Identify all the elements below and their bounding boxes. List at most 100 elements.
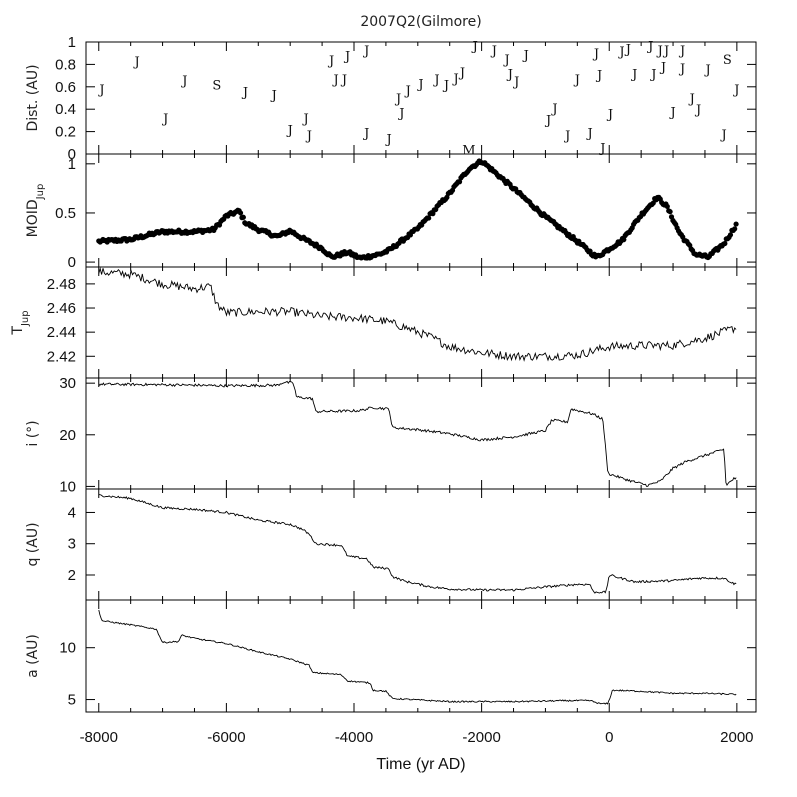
moid-point bbox=[456, 179, 463, 185]
encounter-marker: J bbox=[471, 39, 478, 54]
y-tick-label: 2.46 bbox=[47, 300, 76, 317]
encounter-marker: J bbox=[506, 67, 513, 82]
y-tick-label: 2.48 bbox=[47, 276, 76, 293]
y-axis-label-subscript: Jup bbox=[35, 184, 46, 201]
y-tick-label: 0 bbox=[68, 254, 76, 271]
panel-frame-dist bbox=[85, 41, 757, 155]
encounter-marker: J bbox=[606, 108, 613, 123]
encounter-marker: J bbox=[624, 43, 631, 58]
y-tick-label: 0.5 bbox=[55, 205, 76, 222]
encounter-marker: J bbox=[327, 54, 334, 69]
encounter-marker: J bbox=[305, 129, 312, 144]
moid-dots bbox=[96, 158, 739, 261]
encounter-marker: J bbox=[704, 63, 711, 78]
moid-point bbox=[444, 194, 450, 200]
x-tick-label: -8000 bbox=[80, 729, 118, 746]
y-tick-label: 0.6 bbox=[55, 79, 76, 96]
encounter-marker: J bbox=[286, 123, 293, 138]
x-tick-label: 2000 bbox=[720, 729, 753, 746]
y-axis-label-a: a (AU) bbox=[25, 634, 41, 678]
chart-title: 2007Q2(Gilmore) bbox=[360, 14, 481, 30]
panel-frame-moid bbox=[85, 153, 757, 268]
moid-point bbox=[727, 232, 734, 238]
y-tick-label: 2 bbox=[68, 567, 76, 584]
encounter-marker: J bbox=[404, 84, 411, 99]
x-tick-label: -4000 bbox=[335, 729, 373, 746]
y-tick-label: 3 bbox=[68, 536, 76, 553]
encounter-marker: J bbox=[512, 75, 519, 90]
y-tick-label: 2.44 bbox=[47, 324, 76, 341]
panel-a: 5 10 a (AU) -8000 -6000 -4000 -2000 0 2000 bbox=[25, 599, 757, 746]
series-line-incl bbox=[98, 380, 737, 487]
encounter-marker: J bbox=[362, 44, 369, 59]
moid-point bbox=[733, 221, 739, 227]
encounter-marker: J bbox=[343, 49, 350, 64]
encounter-marker: J bbox=[573, 73, 580, 88]
encounter-marker: J bbox=[678, 62, 685, 77]
moid-point bbox=[621, 237, 627, 243]
encounter-marker: J bbox=[132, 55, 139, 70]
moid-point bbox=[732, 226, 738, 232]
encounter-marker: J bbox=[662, 44, 669, 59]
encounter-marker: J bbox=[394, 92, 401, 107]
encounter-marker: J bbox=[668, 105, 675, 120]
encounter-marker: J bbox=[442, 79, 449, 94]
y-tick-label: 10 bbox=[59, 478, 76, 495]
y-tick-label: 1 bbox=[68, 156, 76, 173]
encounter-marker: J bbox=[585, 127, 592, 142]
encounter-marker: J bbox=[241, 85, 248, 100]
encounter-marker: J bbox=[503, 53, 510, 68]
x-tick-label: -6000 bbox=[207, 729, 245, 746]
y-tick-label: 0.8 bbox=[55, 56, 76, 73]
encounter-marker: J bbox=[362, 127, 369, 142]
panel-q: 2 3 4 q (AU) bbox=[25, 488, 757, 601]
encounter-marker: J bbox=[595, 68, 602, 83]
moid-point bbox=[237, 210, 244, 216]
y-tick-label: 4 bbox=[68, 504, 76, 521]
series-line-a bbox=[98, 609, 737, 705]
encounter-marker: J bbox=[732, 83, 739, 98]
y-axis-label-incl: i (°) bbox=[25, 420, 41, 446]
y-axis-label-tjup: TJup bbox=[10, 310, 31, 335]
x-tick-label: 0 bbox=[605, 729, 613, 746]
series-line-tjup bbox=[98, 266, 737, 362]
y-tick-label: 5 bbox=[68, 692, 76, 709]
panel-moid: 0 0.5 1 MOIDJup bbox=[25, 153, 757, 271]
encounter-marker: J bbox=[490, 44, 497, 59]
encounter-marker: S bbox=[723, 53, 732, 68]
encounter-marker: J bbox=[694, 103, 701, 118]
encounter-marker: J bbox=[592, 47, 599, 62]
encounter-marker: J bbox=[180, 74, 187, 89]
y-tick-label: 30 bbox=[59, 375, 76, 392]
moid-point bbox=[240, 214, 246, 220]
y-tick-label: 0 bbox=[68, 146, 76, 163]
encounter-marker: J bbox=[646, 39, 653, 54]
encounter-marker: J bbox=[161, 112, 168, 127]
moid-point bbox=[667, 209, 673, 215]
y-tick-label: 1 bbox=[68, 34, 76, 51]
y-tick-label: 0.2 bbox=[55, 124, 76, 141]
moid-point bbox=[426, 215, 432, 221]
encounter-marker: J bbox=[332, 73, 339, 88]
encounter-marker: J bbox=[522, 48, 529, 63]
x-axis-label: Time (yr AD) bbox=[376, 756, 465, 773]
y-tick-label: 20 bbox=[59, 427, 76, 444]
encounter-marker: J bbox=[97, 83, 104, 98]
panel-incl: 10 20 30 i (°) bbox=[25, 375, 757, 495]
encounter-marker: S bbox=[212, 79, 221, 94]
y-axis-label-q: q (AU) bbox=[25, 522, 41, 566]
encounter-marker: M bbox=[462, 144, 475, 159]
encounter-marker: J bbox=[458, 66, 465, 81]
encounter-marker: J bbox=[563, 129, 570, 144]
encounter-marker: J bbox=[617, 45, 624, 60]
panel-frame-q bbox=[85, 488, 757, 601]
panel-frame-incl bbox=[85, 377, 757, 490]
encounter-marker: J bbox=[340, 73, 347, 88]
encounter-marker: J bbox=[302, 112, 309, 127]
encounter-marker: J bbox=[544, 113, 551, 128]
encounter-marker: J bbox=[416, 77, 423, 92]
x-tick-label: -2000 bbox=[462, 729, 500, 746]
encounter-marker: J bbox=[598, 141, 605, 156]
